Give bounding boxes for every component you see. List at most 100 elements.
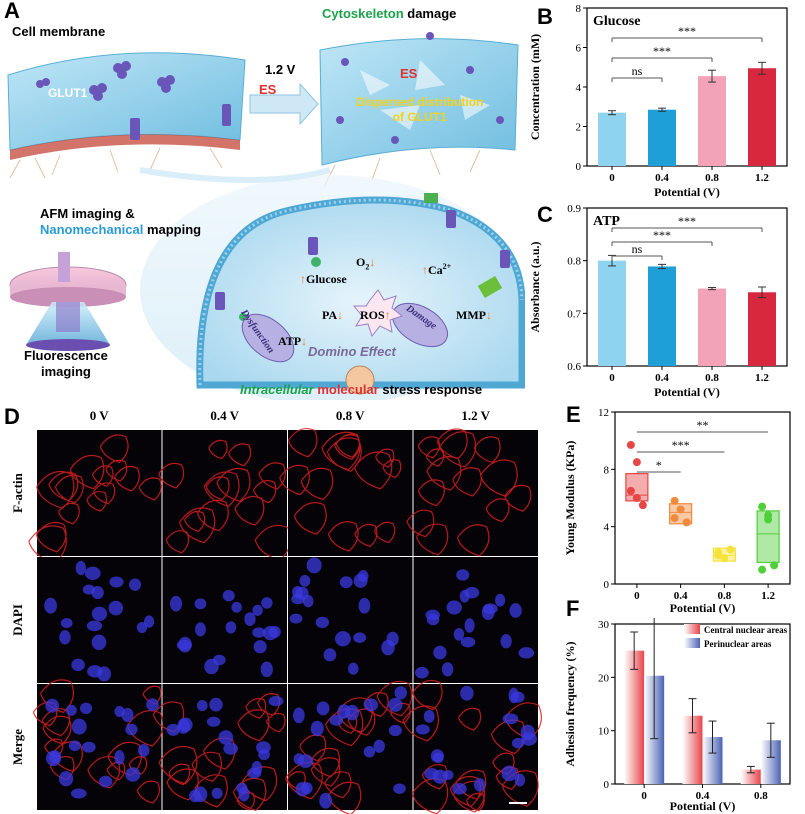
data-point xyxy=(670,514,679,523)
x-tick-label: 0.8 xyxy=(705,372,719,384)
x-tick-label: 0.8 xyxy=(754,790,768,802)
data-point xyxy=(714,551,723,560)
nucleus xyxy=(415,666,429,679)
nucleus xyxy=(82,584,96,595)
x-axis-label: Potential (V) xyxy=(670,799,736,813)
nucleus xyxy=(71,658,85,672)
micrograph-grid: 0 V 0.4 V 0.8 V 1.2 V F-actin DAPI Merge xyxy=(10,408,542,814)
nucleus xyxy=(125,767,141,782)
nucleus xyxy=(518,647,535,659)
panel-label-f: F xyxy=(566,596,580,621)
bar-perinuclear-0.8 xyxy=(760,740,781,784)
nucleus xyxy=(196,700,208,712)
nucleus xyxy=(86,620,103,632)
transition-arrow xyxy=(249,82,319,126)
nucleus xyxy=(71,718,87,735)
nucleus xyxy=(293,707,305,724)
nucleus xyxy=(60,617,73,629)
nucleus xyxy=(81,741,96,753)
data-point xyxy=(726,545,735,554)
column-header-0V: 0 V xyxy=(90,408,110,423)
domino-effect-label: Domino Effect xyxy=(308,344,396,359)
nucleus xyxy=(509,603,522,618)
data-point xyxy=(682,518,691,527)
plot-frame xyxy=(586,207,788,367)
nucleus xyxy=(109,576,124,588)
nucleus xyxy=(335,631,351,647)
nucleus xyxy=(345,704,360,721)
nucleus xyxy=(456,569,470,581)
nucleus xyxy=(260,661,273,678)
cytoskeleton-damage-label: Cytoskeleton damage xyxy=(322,6,457,21)
nucleus xyxy=(446,600,462,615)
nucleus xyxy=(178,636,192,653)
nucleus xyxy=(323,648,337,662)
nucleus xyxy=(166,723,180,736)
x-tick-label: 1.2 xyxy=(755,372,769,384)
chart-glucose: 0 2 4 6 8 0 0.4 0.8 1.2 Potential (V) Concentratio… xyxy=(528,3,788,199)
membrane-damaged xyxy=(319,32,519,186)
bar-central-0.8 xyxy=(740,769,761,784)
panel-label-a: A xyxy=(4,0,20,23)
nucleus xyxy=(289,613,303,624)
nucleus xyxy=(256,741,271,754)
nucleus xyxy=(508,687,519,704)
afm-setup xyxy=(9,252,127,351)
nucleus xyxy=(495,593,506,607)
panel-a-schematic xyxy=(7,32,525,400)
chart-young-modulus: 0 4 8 12 0 0.4 0.8 1.2 Potential (V) Young Modulu… xyxy=(563,407,791,615)
nucleus xyxy=(388,697,403,712)
y-tick-label: 0 xyxy=(576,161,582,173)
micrograph-f-actin-2 xyxy=(288,430,413,556)
nucleus xyxy=(388,724,402,737)
nucleus xyxy=(473,778,486,792)
cell-cross-section xyxy=(196,193,525,395)
nucleus xyxy=(223,742,238,755)
voltage-label: 1.2 V xyxy=(265,62,296,77)
x-tick-label: 0.8 xyxy=(705,172,719,184)
atp-label: ATP↓ xyxy=(278,334,308,348)
nucleus xyxy=(144,615,155,628)
y-tick-label: 12 xyxy=(598,407,609,419)
nucleus xyxy=(460,685,474,701)
bar-0.4 xyxy=(648,266,676,366)
nucleus xyxy=(501,765,518,782)
nucleus xyxy=(433,645,447,660)
nucleus xyxy=(125,723,138,736)
nucleus xyxy=(502,713,519,725)
nucleus xyxy=(114,750,125,765)
row-label-dapi: DAPI xyxy=(10,604,25,636)
significance-label: * xyxy=(656,458,662,472)
bar-0.8 xyxy=(698,288,726,366)
nucleus xyxy=(244,612,256,627)
nucleus xyxy=(315,616,330,629)
nucleus xyxy=(253,640,267,654)
nucleus xyxy=(514,773,526,787)
nucleus xyxy=(306,557,322,574)
nucleus xyxy=(460,636,476,648)
nucleus xyxy=(114,705,125,717)
x-axis-label: Potential (V) xyxy=(654,185,720,199)
nucleus xyxy=(225,621,237,634)
mmp-label: MMP↓ xyxy=(456,308,492,322)
bar-1.2 xyxy=(748,292,776,366)
glucose-label: ↑Glucose xyxy=(300,272,347,286)
nucleus xyxy=(218,730,234,745)
x-tick-label: 0.8 xyxy=(718,590,732,602)
nucleus xyxy=(500,634,512,649)
data-point xyxy=(676,505,685,514)
nucleus xyxy=(45,698,60,713)
actin-network xyxy=(279,427,402,552)
nucleus xyxy=(194,598,207,610)
nucleus xyxy=(464,618,475,633)
nucleus xyxy=(98,775,113,788)
nucleus xyxy=(59,630,71,645)
nucleus xyxy=(169,595,183,612)
glut1-clusters xyxy=(36,61,231,140)
significance-label: ns xyxy=(632,64,643,78)
nucleus xyxy=(373,739,385,753)
y-axis-label: Adhesion frequency (%) xyxy=(563,641,577,766)
y-tick-label: 0.7 xyxy=(567,308,581,320)
nucleus xyxy=(316,701,330,716)
nucleus xyxy=(339,576,353,589)
